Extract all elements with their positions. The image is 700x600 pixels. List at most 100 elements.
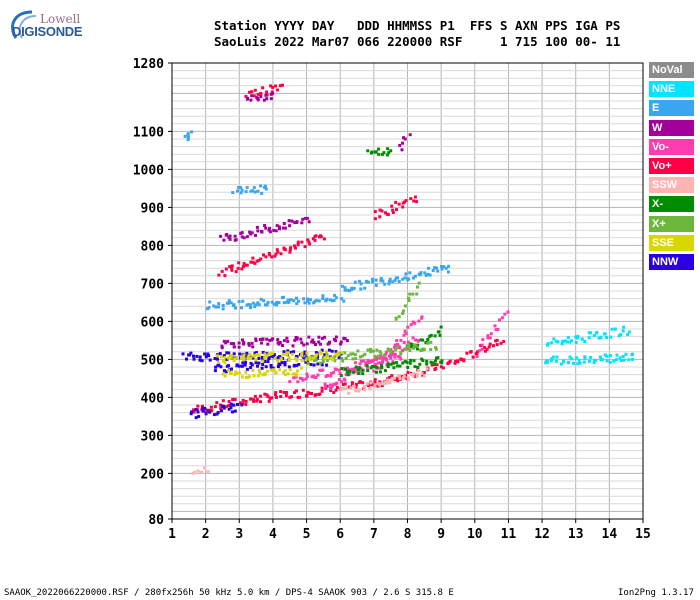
data-point	[287, 355, 291, 359]
data-point	[239, 401, 243, 405]
data-point	[289, 298, 293, 302]
data-point	[275, 303, 279, 307]
data-point	[402, 333, 406, 337]
x-tick-label: 14	[602, 527, 618, 542]
data-point	[218, 352, 222, 356]
x-tick-label: 3	[235, 527, 243, 542]
data-point	[313, 355, 317, 359]
data-point	[587, 359, 591, 363]
series-nne	[544, 325, 635, 366]
data-point	[254, 233, 257, 237]
data-point	[409, 323, 413, 327]
y-tick-label: 300	[141, 429, 165, 444]
data-point	[268, 338, 272, 342]
data-point	[434, 346, 438, 350]
data-point	[271, 85, 275, 89]
data-point	[272, 302, 276, 306]
data-point	[213, 369, 217, 373]
data-point	[556, 340, 560, 344]
data-point	[256, 301, 260, 305]
data-point	[307, 335, 311, 339]
data-point	[298, 395, 302, 399]
data-point	[245, 351, 249, 355]
data-point	[605, 336, 609, 339]
data-point	[500, 316, 504, 320]
data-point	[395, 364, 399, 368]
data-point	[323, 356, 327, 360]
data-point	[631, 358, 635, 361]
data-point	[417, 369, 421, 372]
data-point	[425, 367, 429, 371]
data-point	[236, 403, 239, 406]
data-point	[325, 353, 329, 357]
data-point	[298, 376, 302, 380]
logo-digisonde-text: DIGISONDE	[12, 24, 83, 39]
data-point	[413, 274, 417, 278]
data-point	[232, 403, 236, 407]
data-point	[436, 269, 440, 273]
data-point	[181, 352, 185, 356]
data-point	[233, 409, 237, 413]
data-point	[325, 350, 328, 354]
data-point	[387, 151, 391, 155]
data-point	[256, 98, 260, 102]
data-point	[622, 358, 626, 362]
data-point	[306, 238, 310, 242]
data-point	[294, 246, 297, 250]
data-point	[227, 400, 231, 403]
data-point	[324, 385, 328, 389]
data-point	[255, 353, 259, 356]
data-point	[309, 298, 312, 302]
data-point	[282, 222, 286, 225]
data-point	[269, 97, 273, 101]
data-point	[297, 363, 301, 366]
data-point	[238, 352, 242, 356]
data-point	[407, 378, 411, 382]
data-point	[196, 469, 200, 473]
data-point	[276, 359, 280, 363]
data-point	[388, 381, 392, 385]
data-point	[399, 350, 403, 354]
data-point	[288, 248, 292, 252]
data-point	[386, 362, 390, 366]
data-point	[339, 340, 343, 344]
data-point	[389, 351, 393, 355]
data-point	[357, 372, 361, 375]
data-point	[621, 329, 625, 333]
data-point	[351, 367, 354, 371]
data-point	[325, 355, 329, 359]
data-point	[614, 358, 618, 362]
data-point	[483, 346, 487, 349]
data-point	[283, 248, 287, 252]
data-point	[383, 353, 386, 357]
data-point	[308, 355, 312, 359]
data-point	[295, 355, 299, 359]
data-point	[388, 348, 392, 352]
data-point	[499, 341, 503, 345]
data-point	[401, 312, 405, 315]
data-point	[310, 392, 314, 395]
data-point	[401, 309, 405, 313]
data-point	[290, 395, 293, 399]
data-point	[613, 327, 617, 331]
data-point	[318, 361, 322, 365]
data-point	[603, 353, 607, 357]
data-point	[297, 299, 300, 303]
data-point	[456, 360, 460, 364]
data-point	[313, 300, 317, 304]
data-point	[595, 330, 599, 334]
data-point	[337, 355, 341, 359]
data-point	[200, 359, 204, 363]
data-point	[276, 250, 280, 254]
data-point	[415, 372, 419, 376]
data-point	[275, 88, 279, 92]
data-point	[426, 272, 430, 276]
data-point	[272, 228, 276, 232]
data-point	[369, 350, 373, 354]
data-point	[374, 150, 378, 154]
data-point	[389, 353, 393, 357]
data-point	[270, 354, 274, 358]
data-point	[329, 387, 333, 391]
data-point	[353, 369, 357, 373]
data-point	[255, 259, 259, 263]
